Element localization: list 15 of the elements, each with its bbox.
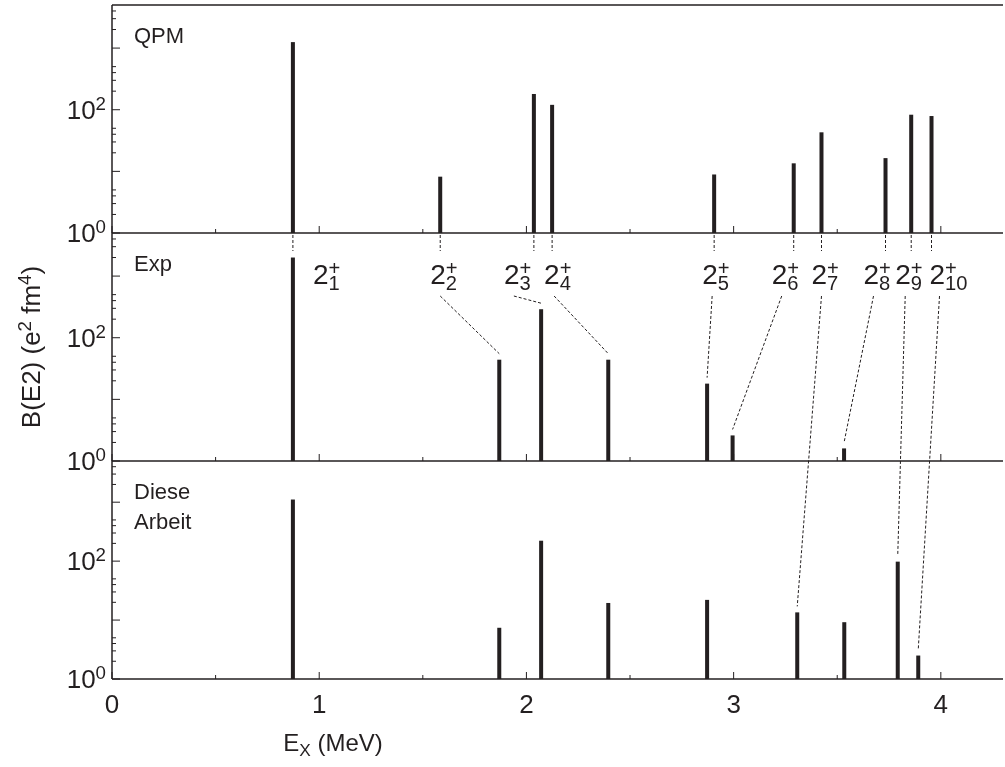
text: QPM <box>134 23 185 48</box>
text: Exp <box>134 251 172 276</box>
x-tick-label: 3 <box>726 689 741 719</box>
y-tick-label: 10$^{0}$ <box>66 662 106 694</box>
y-tick-label: 10$^{2}$ <box>66 93 106 125</box>
x-tick-label: 2 <box>519 689 534 719</box>
y-tick-label: 10$^{0}$ <box>66 444 106 476</box>
x-tick-label: 1 <box>311 689 327 719</box>
x-axis-title: E$_{X}$ (MeV) <box>283 729 383 761</box>
y-tick-label: 10$^{2}$ <box>66 544 106 577</box>
y-tick-label: 10$^{0}$ <box>66 216 106 248</box>
x-tick-label: 4 <box>933 689 949 719</box>
y-tick-label: 10$^{2}$ <box>66 321 106 353</box>
text: Diese Arbeit <box>134 479 192 534</box>
x-tick-label: 0 <box>104 689 120 719</box>
